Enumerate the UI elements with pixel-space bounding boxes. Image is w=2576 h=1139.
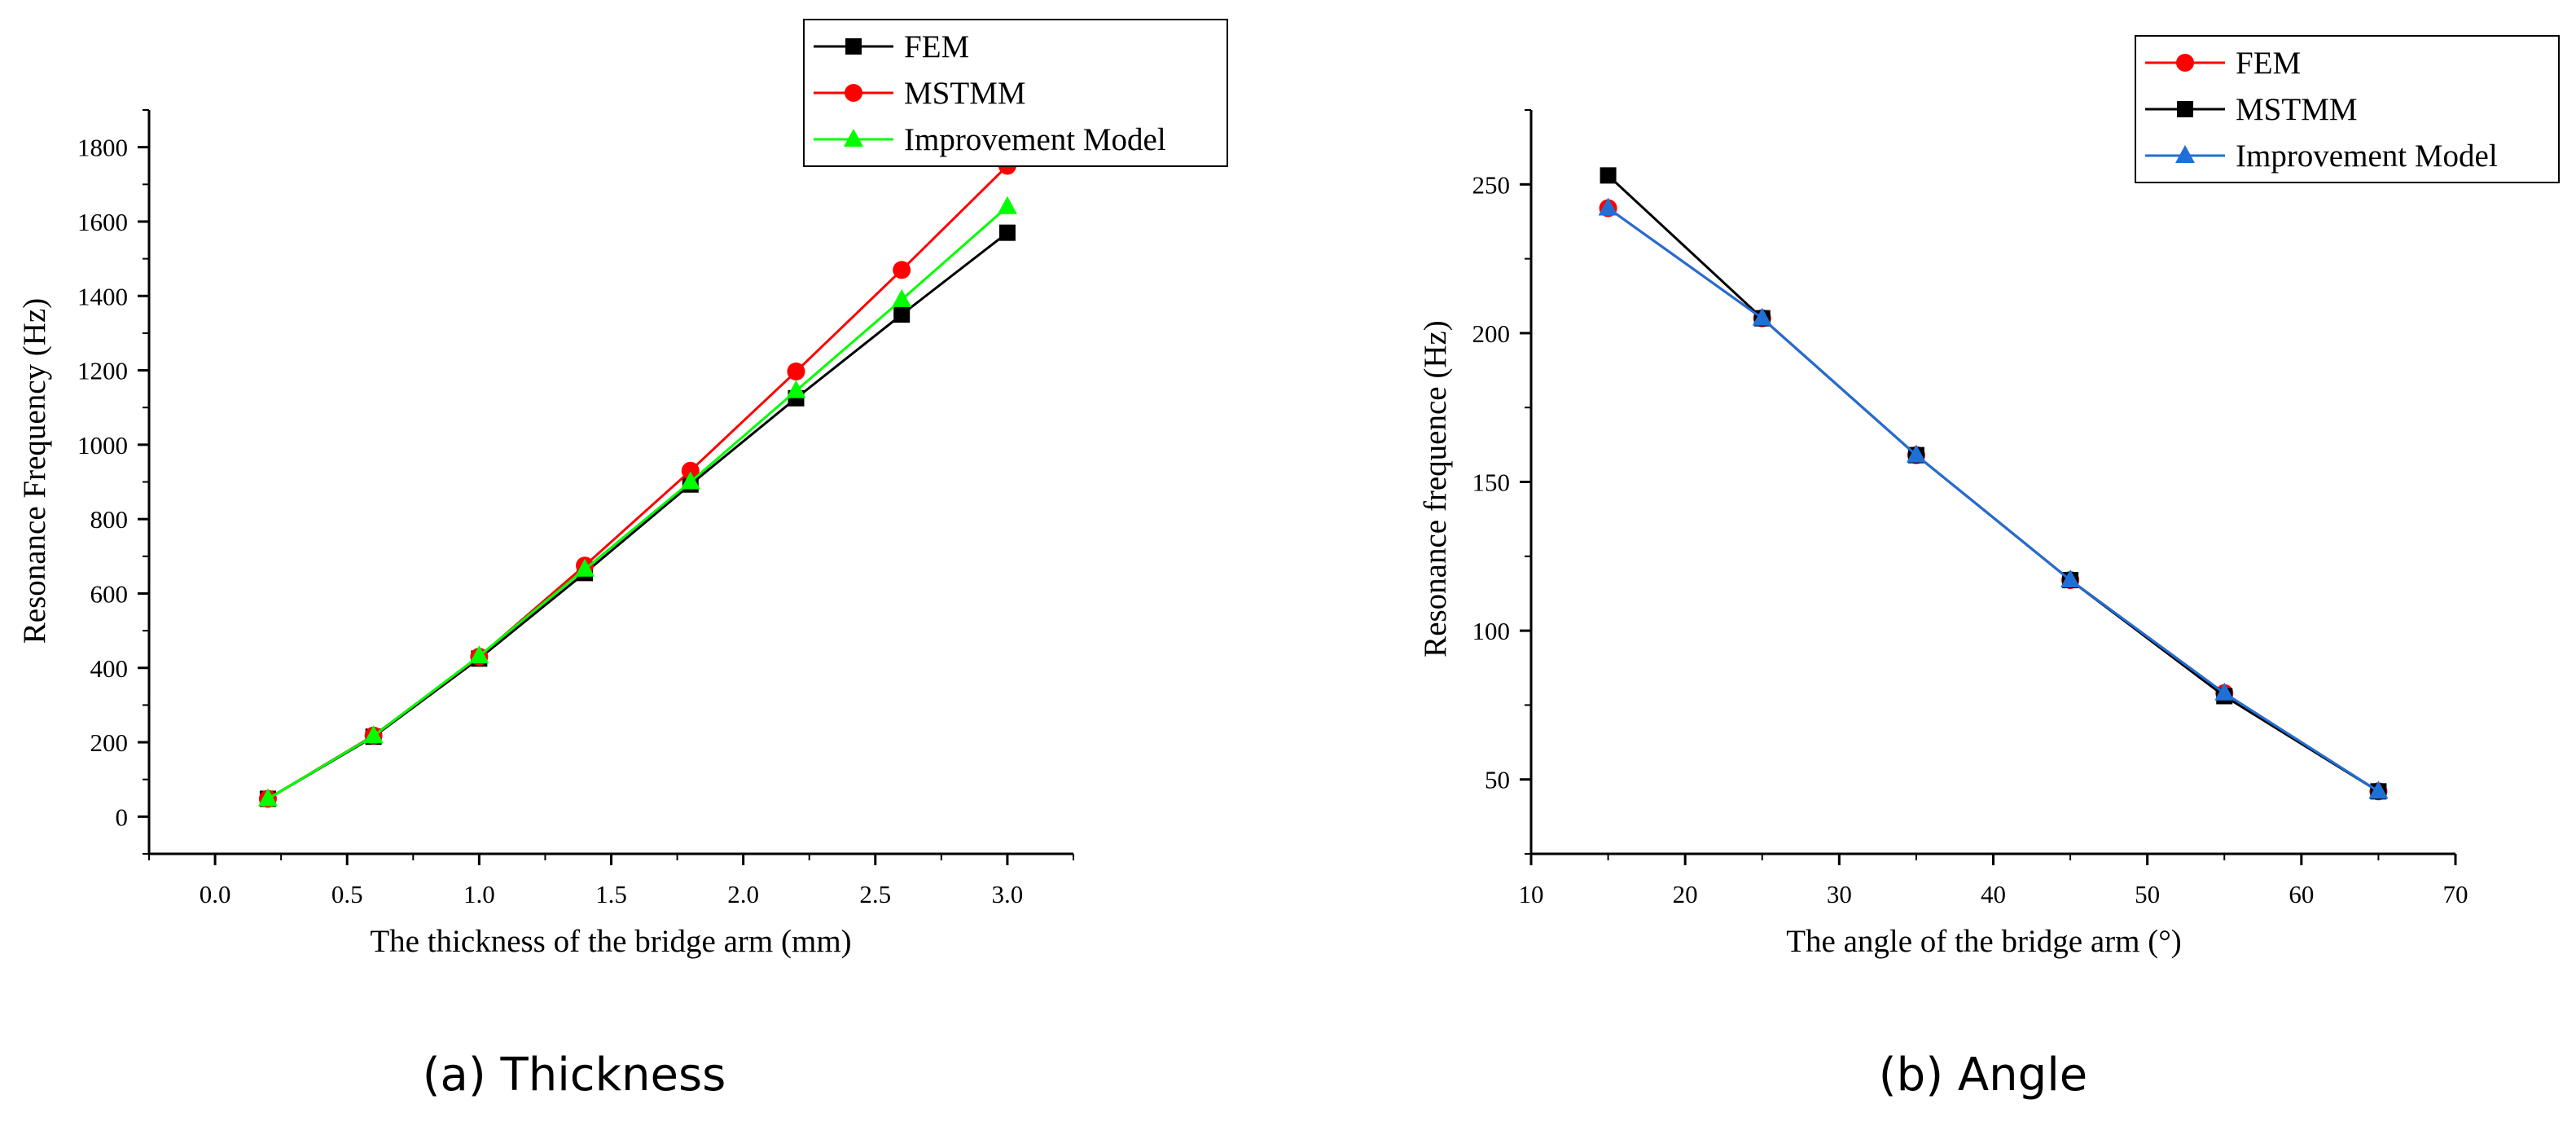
series-mstmm <box>258 156 1016 808</box>
legend-entry: MSTMM <box>2236 92 2358 127</box>
series-mstmm <box>1600 167 2387 800</box>
data-point <box>575 558 595 577</box>
data-point <box>2214 682 2235 701</box>
y-tick-label: 200 <box>90 728 129 757</box>
legend-marker <box>844 129 863 147</box>
y-tick-label: 100 <box>1472 617 1511 645</box>
data-point <box>680 471 700 490</box>
legend-entry: Improvement Model <box>2236 139 2498 174</box>
series-line <box>267 205 1008 800</box>
data-point <box>257 788 278 807</box>
x-tick-label: 1.0 <box>463 880 495 908</box>
series-line <box>1607 207 2380 793</box>
legend-marker <box>2175 145 2195 163</box>
series-line <box>267 165 1008 800</box>
legend-marker <box>2177 101 2193 117</box>
y-axis-title: Resonance Frequency (Hz) <box>17 298 52 644</box>
data-point <box>363 725 384 744</box>
data-point <box>892 288 912 307</box>
data-point <box>1906 444 1926 463</box>
x-axis-title: The angle of the bridge arm (°) <box>1786 924 2182 959</box>
x-tick-label: 0.0 <box>200 880 231 908</box>
data-point <box>681 461 700 480</box>
series-line <box>1607 207 2380 793</box>
legend-entry: FEM <box>2236 46 2301 81</box>
data-point <box>998 224 1016 241</box>
y-tick-label: 50 <box>1485 766 1510 794</box>
x-tick-label: 0.5 <box>331 880 363 908</box>
legend: FEM MSTMM Improvement Model <box>803 19 1228 167</box>
series-line <box>1607 174 2380 793</box>
y-tick-label: 150 <box>1472 468 1511 497</box>
x-tick-label: 50 <box>2135 880 2160 908</box>
x-tick-label: 3.0 <box>992 880 1024 908</box>
series-fem <box>1599 199 2388 801</box>
x-tick-label: 20 <box>1673 880 1698 908</box>
data-point <box>2060 570 2081 588</box>
y-tick-label: 250 <box>1472 170 1511 199</box>
data-point <box>469 645 489 664</box>
data-point <box>893 261 911 279</box>
data-point <box>1598 197 1618 216</box>
y-tick-label: 0 <box>116 803 129 831</box>
legend: FEM MSTMM Improvement Model <box>2135 35 2560 183</box>
x-tick-label: 2.0 <box>727 880 759 908</box>
y-tick-label: 1800 <box>77 134 128 162</box>
data-point <box>2368 781 2389 799</box>
data-point <box>786 380 806 398</box>
y-axis-title: Resonance frequence (Hz) <box>1418 320 1453 657</box>
panel-thickness: 0.0 0.5 1.0 1.5 2.0 2.5 3.0 0 200 400 600 800 1000 12… <box>17 19 1228 1102</box>
x-axis-title: The thickness of the bridge arm (mm) <box>370 924 851 959</box>
legend-marker <box>845 84 862 102</box>
y-tick-label: 800 <box>90 505 129 534</box>
data-point <box>787 362 805 380</box>
y-tick-label: 1400 <box>77 282 128 310</box>
y-tick-label: 200 <box>1472 319 1511 348</box>
y-tick-label: 1200 <box>77 357 128 385</box>
x-tick-label: 60 <box>2289 880 2314 908</box>
legend-entry: Improvement Model <box>904 122 1166 157</box>
x-tick-label: 2.5 <box>859 880 891 908</box>
x-tick-label: 30 <box>1827 880 1852 908</box>
legend-marker <box>845 38 862 55</box>
panel-angle: 10 20 30 40 50 60 70 50 100 150 200 250 The angle of… <box>1418 35 2560 1102</box>
x-tick-label: 1.5 <box>595 880 627 908</box>
series-fem <box>259 224 1016 807</box>
panel-caption: (a) Thickness <box>423 1049 726 1102</box>
y-tick-label: 400 <box>90 654 129 683</box>
x-tick-label: 70 <box>2443 880 2468 908</box>
data-point <box>997 196 1017 214</box>
x-tick-label: 40 <box>1981 880 2006 908</box>
y-tick-label: 1000 <box>77 431 128 460</box>
y-tick-label: 1600 <box>77 208 128 236</box>
legend-entry: FEM <box>904 29 969 64</box>
x-tick-label: 10 <box>1519 880 1544 908</box>
data-point <box>1752 307 1772 326</box>
series-improvement-model <box>1598 197 2389 799</box>
y-tick-label: 600 <box>90 579 129 608</box>
legend-entry: MSTMM <box>904 76 1026 111</box>
data-point <box>1600 167 1617 184</box>
series-improvement-model <box>257 196 1017 807</box>
panel-caption: (b) Angle <box>1879 1049 2087 1102</box>
legend-marker <box>2176 54 2194 72</box>
data-point <box>893 306 911 323</box>
